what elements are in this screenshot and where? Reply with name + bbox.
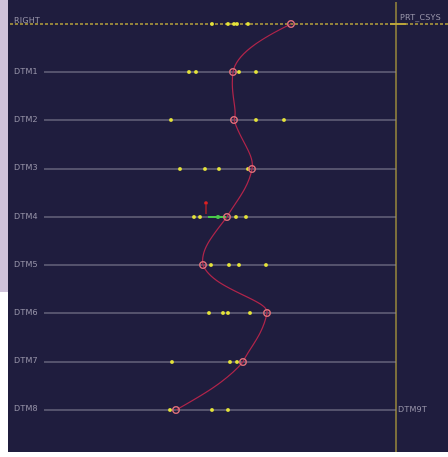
vertex-point[interactable] bbox=[192, 215, 196, 219]
plane-label-dtm5: DTM5 bbox=[14, 260, 38, 269]
control-point-5[interactable] bbox=[198, 261, 207, 270]
vertex-point[interactable] bbox=[234, 215, 238, 219]
left-panel-edge bbox=[0, 0, 8, 292]
vertex-point[interactable] bbox=[237, 70, 241, 74]
vertex-point[interactable] bbox=[198, 215, 202, 219]
vertex-point[interactable] bbox=[217, 167, 221, 171]
plane-label-dtm1: DTM1 bbox=[14, 67, 38, 76]
pick-marker-icon bbox=[204, 201, 208, 205]
vertex-point[interactable] bbox=[210, 408, 214, 412]
vertex-point[interactable] bbox=[194, 70, 198, 74]
vertex-point[interactable] bbox=[226, 22, 230, 26]
vertex-point[interactable] bbox=[187, 70, 191, 74]
vertex-point[interactable] bbox=[282, 118, 286, 122]
vertex-point[interactable] bbox=[226, 311, 230, 315]
vertex-point[interactable] bbox=[244, 215, 248, 219]
vertex-point[interactable] bbox=[168, 408, 172, 412]
vertex-point[interactable] bbox=[203, 167, 207, 171]
control-point-2[interactable] bbox=[229, 115, 238, 124]
vertex-point[interactable] bbox=[248, 311, 252, 315]
plane-label-dtm4: DTM4 bbox=[14, 212, 38, 221]
vertex-point[interactable] bbox=[235, 22, 239, 26]
vertex-point[interactable] bbox=[207, 311, 211, 315]
graphics-viewport[interactable]: RIGHT PRT_CSYS DTM9T DTM1 DTM2 DTM3 DTM4… bbox=[8, 0, 448, 452]
plane-label-dtm7: DTM7 bbox=[14, 356, 38, 365]
control-point-4[interactable] bbox=[222, 212, 231, 221]
vertex-point[interactable] bbox=[254, 70, 258, 74]
vertex-point[interactable] bbox=[221, 311, 225, 315]
spline-curve[interactable] bbox=[175, 23, 292, 411]
control-point-0[interactable] bbox=[287, 20, 296, 29]
plane-label-dtm6: DTM6 bbox=[14, 308, 38, 317]
plane-label-dtm8: DTM8 bbox=[14, 404, 38, 413]
model-scene[interactable] bbox=[8, 0, 448, 452]
plane-label-dtm2: DTM2 bbox=[14, 115, 38, 124]
vertex-point[interactable] bbox=[209, 263, 213, 267]
control-point-1[interactable] bbox=[228, 67, 237, 76]
active-point[interactable] bbox=[216, 215, 220, 219]
control-point-8[interactable] bbox=[171, 406, 180, 415]
vertex-point[interactable] bbox=[232, 22, 236, 26]
vertex-point[interactable] bbox=[254, 118, 258, 122]
plane-label-right: RIGHT bbox=[14, 16, 41, 25]
vertex-point[interactable] bbox=[210, 22, 214, 26]
vertex-point[interactable] bbox=[169, 118, 173, 122]
vertex-point[interactable] bbox=[228, 360, 232, 364]
vertex-point[interactable] bbox=[178, 167, 182, 171]
csys-label: PRT_CSYS bbox=[400, 13, 441, 22]
vertex-point[interactable] bbox=[226, 408, 230, 412]
control-point-7[interactable] bbox=[238, 358, 247, 367]
vertex-point[interactable] bbox=[170, 360, 174, 364]
control-point-6[interactable] bbox=[262, 309, 271, 318]
side-plane-label: DTM9T bbox=[398, 405, 427, 414]
vertex-point[interactable] bbox=[264, 263, 268, 267]
vertex-point[interactable] bbox=[237, 263, 241, 267]
control-point-3[interactable] bbox=[247, 164, 256, 173]
vertex-point[interactable] bbox=[227, 263, 231, 267]
vertex-point[interactable] bbox=[235, 360, 239, 364]
plane-label-dtm3: DTM3 bbox=[14, 163, 38, 172]
vertex-point[interactable] bbox=[246, 22, 250, 26]
